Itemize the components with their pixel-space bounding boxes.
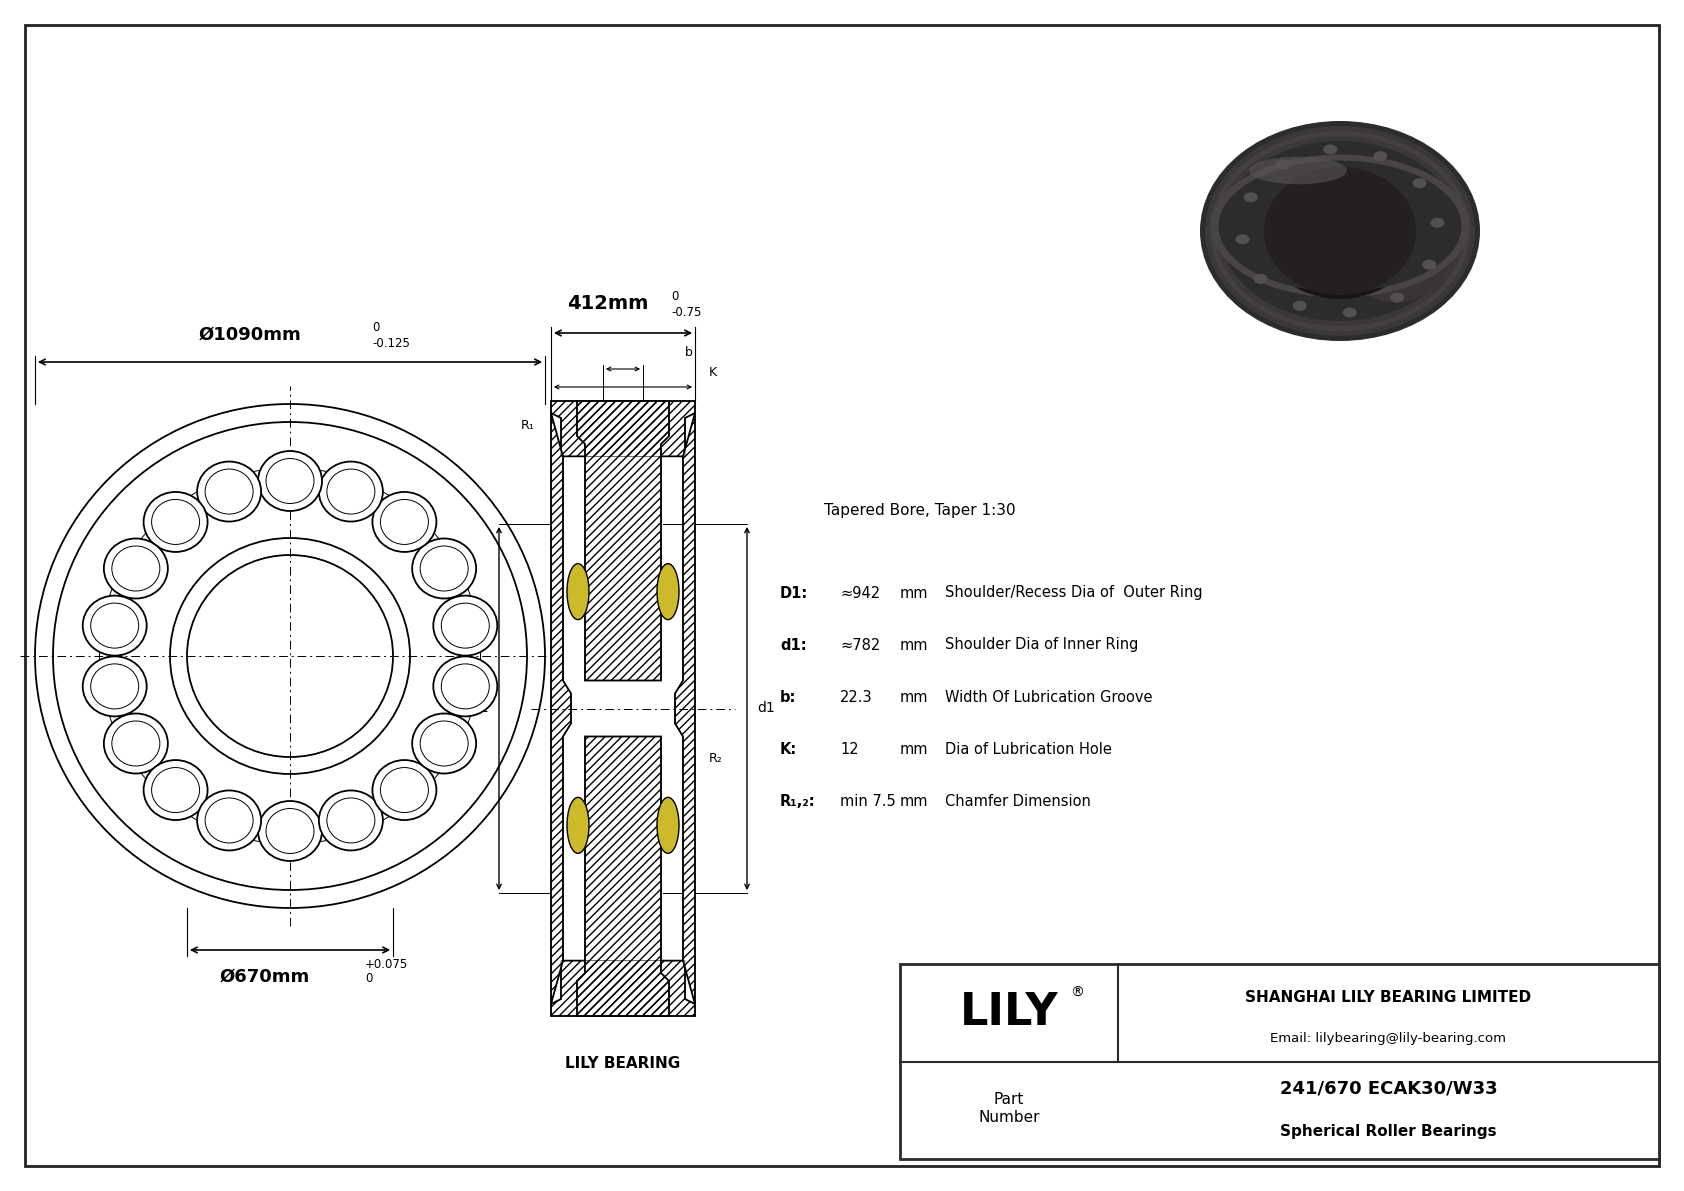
Ellipse shape <box>143 492 207 551</box>
Text: Tapered Bore, Taper 1:30: Tapered Bore, Taper 1:30 <box>823 504 1015 518</box>
Ellipse shape <box>1236 235 1250 244</box>
Ellipse shape <box>1423 260 1436 269</box>
Text: ®: ® <box>1069 986 1084 999</box>
Ellipse shape <box>657 563 679 619</box>
Text: ≈942: ≈942 <box>840 586 881 600</box>
Ellipse shape <box>568 563 589 619</box>
Text: Ø670mm: Ø670mm <box>221 968 310 986</box>
Ellipse shape <box>1265 167 1416 295</box>
Polygon shape <box>578 736 669 1016</box>
Ellipse shape <box>1211 131 1470 331</box>
Ellipse shape <box>433 656 497 717</box>
Text: 22.3: 22.3 <box>840 690 872 705</box>
Text: mm: mm <box>899 637 928 653</box>
Ellipse shape <box>197 791 261 850</box>
Polygon shape <box>675 413 695 1004</box>
Ellipse shape <box>1250 157 1347 185</box>
Text: -0.75: -0.75 <box>670 306 701 319</box>
Text: Dia of Lubrication Hole: Dia of Lubrication Hole <box>945 742 1111 756</box>
Text: Ø1090mm: Ø1090mm <box>199 326 301 344</box>
Text: min 7.5: min 7.5 <box>840 793 896 809</box>
Ellipse shape <box>1219 141 1460 322</box>
Ellipse shape <box>1413 179 1426 188</box>
Text: Email: lilybearing@lily-bearing.com: Email: lilybearing@lily-bearing.com <box>1270 1031 1507 1045</box>
Ellipse shape <box>104 538 168 599</box>
Text: b:: b: <box>780 690 797 705</box>
Ellipse shape <box>1253 274 1268 283</box>
Text: mm: mm <box>899 793 928 809</box>
Ellipse shape <box>1372 151 1388 161</box>
Text: 0: 0 <box>670 289 679 303</box>
Text: LILY: LILY <box>960 991 1058 1034</box>
Text: Part
Number: Part Number <box>978 1092 1039 1124</box>
Bar <box>899 964 1659 1159</box>
Text: Shoulder/Recess Dia of  Outer Ring: Shoulder/Recess Dia of Outer Ring <box>945 586 1202 600</box>
Ellipse shape <box>1211 155 1470 298</box>
Text: mm: mm <box>899 586 928 600</box>
Ellipse shape <box>568 797 589 853</box>
Text: Chamfer Dimension: Chamfer Dimension <box>945 793 1091 809</box>
Ellipse shape <box>104 713 168 773</box>
Ellipse shape <box>1219 161 1462 292</box>
Ellipse shape <box>1391 293 1404 303</box>
Ellipse shape <box>657 797 679 853</box>
Text: 412mm: 412mm <box>568 294 648 313</box>
Ellipse shape <box>372 760 436 821</box>
Text: K: K <box>709 367 717 380</box>
Ellipse shape <box>1293 301 1307 311</box>
Ellipse shape <box>1201 121 1480 341</box>
Text: b: b <box>685 347 692 360</box>
Ellipse shape <box>318 462 382 522</box>
Ellipse shape <box>1276 160 1290 169</box>
Ellipse shape <box>1324 144 1337 155</box>
Ellipse shape <box>1206 126 1475 336</box>
Ellipse shape <box>83 596 147 655</box>
Ellipse shape <box>83 656 147 717</box>
Ellipse shape <box>1214 136 1465 326</box>
Polygon shape <box>578 401 669 680</box>
Ellipse shape <box>1244 192 1258 202</box>
Ellipse shape <box>433 596 497 655</box>
Text: d1: d1 <box>758 701 775 716</box>
Ellipse shape <box>1191 111 1490 351</box>
Text: Width Of Lubrication Groove: Width Of Lubrication Groove <box>945 690 1152 705</box>
Text: Spherical Roller Bearings: Spherical Roller Bearings <box>1280 1124 1497 1140</box>
Text: mm: mm <box>899 742 928 756</box>
Polygon shape <box>551 961 695 1016</box>
Ellipse shape <box>258 451 322 511</box>
Ellipse shape <box>1430 218 1445 227</box>
Polygon shape <box>551 413 571 1004</box>
Text: SHANGHAI LILY BEARING LIMITED: SHANGHAI LILY BEARING LIMITED <box>1246 990 1531 1005</box>
Ellipse shape <box>1260 163 1420 299</box>
Text: R₁: R₁ <box>522 419 536 432</box>
Ellipse shape <box>413 713 477 773</box>
Text: R₁,₂:: R₁,₂: <box>780 793 815 809</box>
Text: K:: K: <box>780 742 797 756</box>
Text: 241/670 ECAK30/W33: 241/670 ECAK30/W33 <box>1280 1080 1497 1098</box>
Text: 0: 0 <box>365 972 372 985</box>
Text: 0: 0 <box>372 322 379 333</box>
Ellipse shape <box>1337 181 1455 303</box>
Text: d1:: d1: <box>780 637 807 653</box>
Text: D1:: D1: <box>780 586 808 600</box>
Ellipse shape <box>1342 307 1357 318</box>
Ellipse shape <box>318 791 382 850</box>
Text: +0.075: +0.075 <box>365 958 408 971</box>
Text: Shoulder Dia of Inner Ring: Shoulder Dia of Inner Ring <box>945 637 1138 653</box>
Polygon shape <box>551 401 695 456</box>
Text: mm: mm <box>899 690 928 705</box>
Text: -0.125: -0.125 <box>372 337 409 350</box>
Text: LILY BEARING: LILY BEARING <box>566 1056 680 1071</box>
Ellipse shape <box>372 492 436 551</box>
Text: 12: 12 <box>840 742 859 756</box>
Ellipse shape <box>197 462 261 522</box>
Ellipse shape <box>258 802 322 861</box>
Text: ≈782: ≈782 <box>840 637 881 653</box>
Ellipse shape <box>413 538 477 599</box>
Ellipse shape <box>143 760 207 821</box>
Text: D1: D1 <box>470 701 488 716</box>
Text: R₂: R₂ <box>709 752 722 765</box>
